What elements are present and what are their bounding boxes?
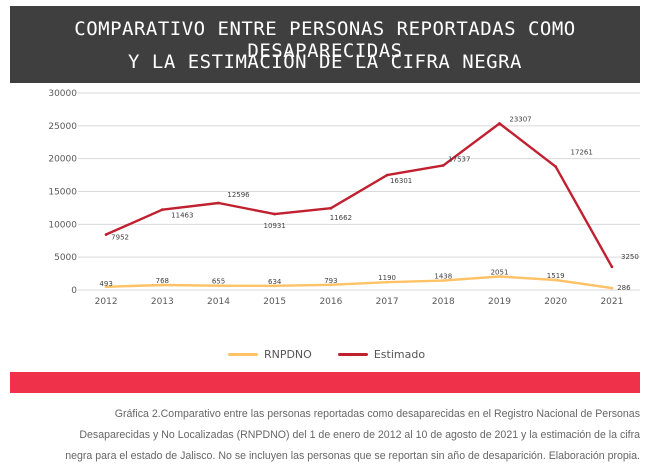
point-rnpdno-2021 bbox=[610, 286, 614, 290]
y-tick-label-10000: 10000 bbox=[48, 220, 77, 230]
point-estimado-2012 bbox=[104, 233, 108, 236]
y-tick-label-5000: 5000 bbox=[54, 253, 77, 263]
x-tick-label-2016: 2016 bbox=[319, 297, 342, 307]
data-label-rnpdno-2019: 2051 bbox=[491, 269, 509, 277]
point-rnpdno-2019 bbox=[498, 275, 501, 278]
series-lines bbox=[104, 122, 614, 290]
x-tick-label-2017: 2017 bbox=[376, 297, 399, 307]
data-label-estimado-2018: 17537 bbox=[448, 155, 470, 163]
data-label-estimado-2019: 23307 bbox=[509, 115, 531, 123]
data-label-estimado-2020: 17261 bbox=[571, 149, 593, 157]
y-tick-label-30000: 30000 bbox=[48, 89, 77, 99]
x-tick-label-2015: 2015 bbox=[263, 297, 286, 307]
x-axis-tick-labels: 2012 2013 2014 2015 2016 2017 2018 2019 2020 2021 bbox=[95, 297, 624, 307]
x-tick-label-2020: 2020 bbox=[544, 297, 567, 307]
chart-title-line-2: Y LA ESTIMACIÓN DE LA CIFRA NEGRA bbox=[128, 51, 522, 73]
data-label-rnpdno-2013: 768 bbox=[156, 277, 169, 285]
point-estimado-2021 bbox=[610, 265, 614, 269]
gridlines bbox=[78, 92, 640, 291]
point-rnpdno-2014 bbox=[217, 284, 220, 288]
data-label-estimado-2016: 11662 bbox=[330, 214, 352, 222]
data-label-rnpdno-2016: 793 bbox=[324, 277, 337, 285]
point-estimado-2013 bbox=[160, 208, 164, 212]
x-tick-label-2019: 2019 bbox=[488, 297, 511, 307]
caption-line-1: Gráfica 2.Comparativo entre las personas… bbox=[114, 408, 640, 420]
data-label-rnpdno-2017: 1190 bbox=[378, 274, 396, 282]
point-rnpdno-2020 bbox=[554, 278, 558, 282]
data-label-rnpdno-2015: 634 bbox=[268, 278, 282, 286]
data-label-estimado-2014: 12596 bbox=[227, 191, 250, 199]
y-tick-label-25000: 25000 bbox=[48, 122, 77, 132]
point-estimado-2018 bbox=[441, 163, 445, 167]
point-estimado-2014 bbox=[217, 201, 220, 205]
point-estimado-2016 bbox=[329, 206, 333, 210]
x-tick-label-2021: 2021 bbox=[600, 297, 623, 307]
chart-title-line-1: COMPARATIVO ENTRE PERSONAS REPORTADAS CO… bbox=[74, 18, 576, 62]
legend-swatch-rnpdno bbox=[227, 352, 258, 356]
y-tick-label-0: 0 bbox=[71, 286, 77, 296]
point-estimado-2019 bbox=[498, 122, 501, 125]
point-estimado-2015 bbox=[273, 212, 277, 216]
point-estimado-2020 bbox=[554, 165, 558, 169]
figure-caption: Gráfica 2.Comparativo entre las personas… bbox=[14, 404, 640, 467]
data-label-rnpdno-2020: 1519 bbox=[547, 272, 565, 280]
y-tick-label-15000: 15000 bbox=[48, 188, 77, 198]
data-label-rnpdno-2018: 1438 bbox=[434, 273, 452, 281]
caption-line-2: Desaparecidas y No Localizadas (RNPDNO) … bbox=[79, 429, 640, 441]
legend-item-estimado: Estimado bbox=[337, 347, 426, 361]
legend-label-estimado: Estimado bbox=[373, 347, 426, 361]
data-label-estimado-2013: 11463 bbox=[171, 212, 193, 220]
x-tick-label-2018: 2018 bbox=[432, 297, 455, 307]
data-label-rnpdno-2012: 493 bbox=[99, 280, 112, 288]
point-rnpdno-2015 bbox=[273, 284, 277, 288]
series-line-estimado bbox=[104, 122, 614, 268]
point-estimado-2017 bbox=[385, 173, 389, 177]
legend-item-rnpdno: RNPDNO bbox=[227, 347, 312, 361]
red-divider-band bbox=[10, 372, 640, 393]
point-rnpdno-2018 bbox=[441, 279, 445, 282]
legend-label-rnpdno: RNPDNO bbox=[263, 347, 312, 361]
point-rnpdno-2012 bbox=[104, 285, 108, 289]
chart-legend: RNPDNO Estimado bbox=[0, 344, 653, 364]
data-label-estimado-2017: 16301 bbox=[390, 177, 412, 185]
legend-swatch-estimado bbox=[337, 352, 368, 356]
caption-line-3: negra para el estado de Jalisco. No se i… bbox=[65, 450, 640, 462]
y-tick-label-20000: 20000 bbox=[48, 155, 77, 165]
y-axis-tick-labels: 0 5000 10000 15000 20000 25000 30000 bbox=[48, 89, 77, 296]
x-tick-label-2014: 2014 bbox=[207, 297, 230, 307]
data-label-rnpdno-2021: 286 bbox=[617, 284, 631, 292]
point-rnpdno-2013 bbox=[160, 283, 164, 287]
data-label-estimado-2012: 7952 bbox=[111, 234, 129, 242]
series-line-rnpdno bbox=[104, 275, 614, 290]
x-tick-label-2012: 2012 bbox=[95, 297, 118, 307]
data-label-estimado-2015: 10931 bbox=[264, 222, 286, 230]
x-tick-label-2013: 2013 bbox=[151, 297, 174, 307]
title-banner: COMPARATIVO ENTRE PERSONAS REPORTADAS CO… bbox=[10, 6, 640, 83]
data-labels: 493 768 655 634 793 1190 1438 2051 1519 286 7952 11… bbox=[99, 115, 638, 292]
data-label-estimado-2021: 3250 bbox=[621, 253, 639, 261]
data-label-rnpdno-2014: 655 bbox=[212, 278, 225, 286]
point-rnpdno-2017 bbox=[385, 280, 389, 284]
point-rnpdno-2016 bbox=[329, 283, 333, 287]
